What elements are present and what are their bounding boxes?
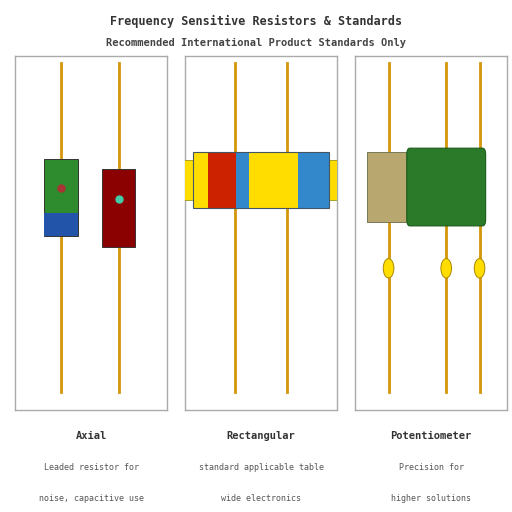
Bar <box>329 160 342 200</box>
Bar <box>367 152 410 222</box>
Ellipse shape <box>383 259 394 278</box>
Bar <box>193 152 208 208</box>
Bar <box>193 152 329 208</box>
Bar <box>208 152 237 208</box>
Text: Axial: Axial <box>76 431 107 441</box>
Ellipse shape <box>441 259 452 278</box>
Text: Recommended International Product Standards Only: Recommended International Product Standa… <box>106 38 406 49</box>
Ellipse shape <box>474 259 485 278</box>
Text: wide electronics: wide electronics <box>221 495 301 503</box>
Text: Precision for: Precision for <box>398 463 463 472</box>
Bar <box>298 152 329 208</box>
Bar <box>181 160 193 200</box>
Text: noise, capacitive use: noise, capacitive use <box>39 495 144 503</box>
Bar <box>102 169 135 247</box>
Bar <box>237 152 249 208</box>
Bar <box>44 159 77 237</box>
Bar <box>273 152 298 208</box>
FancyBboxPatch shape <box>407 148 486 226</box>
Text: Leaded resistor for: Leaded resistor for <box>44 463 139 472</box>
Text: higher solutions: higher solutions <box>391 495 471 503</box>
Bar <box>44 213 77 237</box>
Text: Rectangular: Rectangular <box>227 431 295 441</box>
Text: standard applicable table: standard applicable table <box>199 463 324 472</box>
Text: Frequency Sensitive Resistors & Standards: Frequency Sensitive Resistors & Standard… <box>110 15 402 29</box>
Bar <box>249 152 273 208</box>
Text: Potentiometer: Potentiometer <box>391 431 472 441</box>
